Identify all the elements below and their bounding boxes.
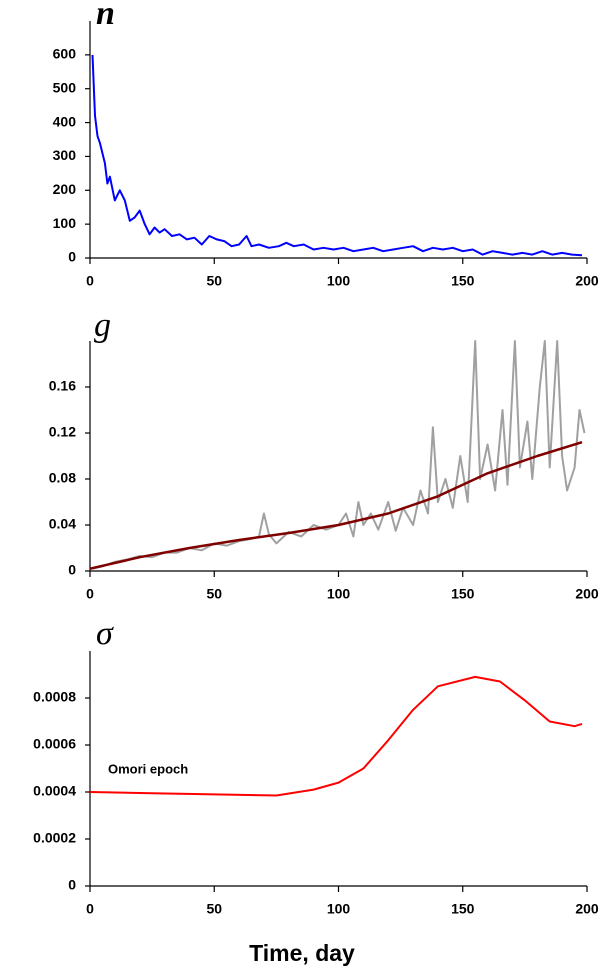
y-tick-label: 0.0002 (33, 830, 76, 846)
y-tick-label: 300 (53, 147, 77, 163)
y-tick-label: 0.0004 (33, 783, 76, 799)
y-tick-label: 100 (53, 215, 77, 231)
panel-title: σ (96, 615, 114, 652)
y-tick-label: 0.16 (49, 378, 76, 394)
data-line (89, 441, 583, 570)
y-tick-label: 200 (53, 181, 77, 197)
x-tick-label: 150 (451, 586, 475, 602)
x-tick-label: 0 (86, 273, 94, 289)
x-tick-label: 50 (206, 586, 222, 602)
data-line (91, 54, 583, 257)
y-tick-label: 600 (53, 46, 77, 62)
x-tick-label: 150 (451, 273, 475, 289)
x-tick-label: 200 (575, 901, 599, 917)
x-tick-label: 100 (327, 273, 351, 289)
x-tick-label: 100 (327, 586, 351, 602)
y-tick-label: 0 (68, 562, 76, 578)
panel-title: n (96, 0, 115, 32)
y-tick-label: 0.08 (49, 470, 76, 486)
x-axis-title: Time, day (249, 940, 355, 966)
x-tick-label: 50 (206, 901, 222, 917)
panel-title: g (94, 307, 111, 344)
data-line (89, 675, 583, 797)
x-tick-label: 200 (575, 273, 599, 289)
y-tick-label: 0.0008 (33, 689, 76, 705)
x-tick-label: 200 (575, 586, 599, 602)
x-tick-label: 50 (206, 273, 222, 289)
y-tick-label: 500 (53, 79, 77, 95)
y-tick-label: 0.04 (49, 516, 76, 532)
y-tick-label: 0.0006 (33, 736, 76, 752)
x-tick-label: 0 (86, 901, 94, 917)
data-line (92, 340, 586, 570)
y-tick-label: 0.12 (49, 424, 76, 440)
x-tick-label: 100 (327, 901, 351, 917)
y-tick-label: 0 (68, 877, 76, 893)
y-tick-label: 400 (53, 113, 77, 129)
x-tick-label: 150 (451, 901, 475, 917)
annotation: Omori epoch (108, 761, 188, 776)
y-tick-label: 0 (68, 249, 76, 265)
x-tick-label: 0 (86, 586, 94, 602)
